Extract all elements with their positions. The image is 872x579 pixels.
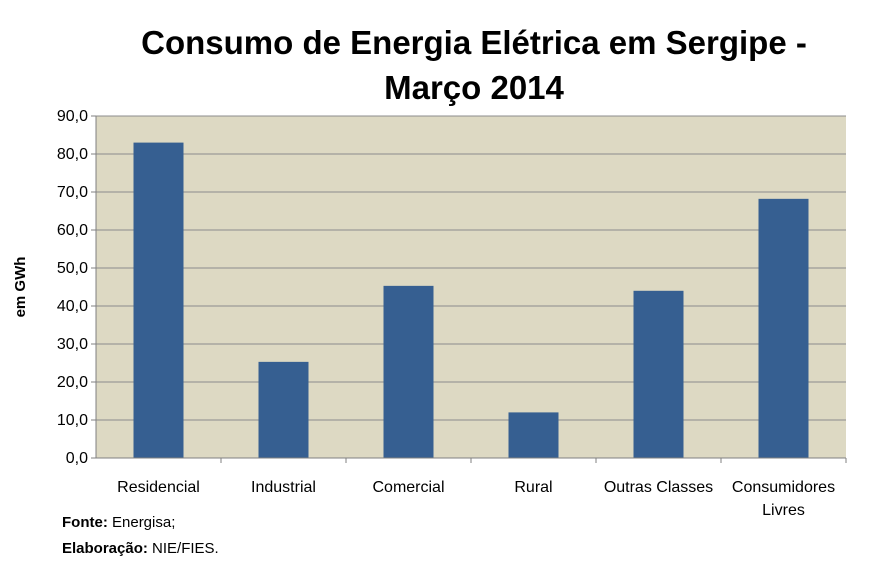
gridlines: [96, 115, 846, 421]
y-tick-label: 90,0: [57, 108, 88, 125]
y-tick-label: 10,0: [57, 412, 88, 429]
chart-title-line-2: Março 2014: [384, 69, 564, 106]
x-category-label: Consumidores: [732, 479, 835, 496]
source-label: Fonte:: [62, 514, 108, 531]
elaboration-value: NIE/FIES.: [152, 540, 219, 557]
x-category-label: Industrial: [251, 479, 316, 496]
x-category-label: Livres: [762, 502, 805, 519]
chart-title-line-1: Consumo de Energia Elétrica em Sergipe -: [141, 24, 807, 61]
y-tick-label: 20,0: [57, 374, 88, 391]
bar-outras-classes: [633, 290, 684, 458]
bars: [133, 142, 809, 458]
elaboration-note: Elaboração: NIE/FIES.: [62, 540, 219, 557]
bar-rural: [508, 412, 559, 458]
x-category-label: Rural: [514, 479, 552, 496]
source-note: Fonte: Energisa;: [62, 514, 175, 531]
x-category-label: Residencial: [117, 479, 200, 496]
x-category-label: Comercial: [372, 479, 444, 496]
x-category-label: Outras Classes: [604, 479, 713, 496]
bar-residencial: [133, 142, 184, 458]
y-tick-label: 30,0: [57, 336, 88, 353]
bar-industrial: [258, 361, 309, 458]
y-tick-label: 80,0: [57, 146, 88, 163]
y-tick-label: 50,0: [57, 260, 88, 277]
bar-consumidores-livres: [758, 198, 809, 458]
plot-area: [96, 116, 846, 458]
y-tick-label: 70,0: [57, 184, 88, 201]
y-tick-labels: 0,0 10,0 20,0 30,0 40,0 50,0 60,0 70,0 80,0 90,0: [57, 108, 88, 467]
source-value: Energisa;: [112, 514, 176, 531]
elaboration-label: Elaboração:: [62, 540, 148, 557]
axes: [91, 115, 847, 463]
bar-comercial: [383, 285, 434, 458]
x-category-labels: Residencial Industrial Comercial Rural Outra…: [117, 479, 835, 519]
y-tick-label: 40,0: [57, 298, 88, 315]
y-tick-label: 60,0: [57, 222, 88, 239]
y-axis-label: em GWh: [12, 257, 29, 318]
y-tick-label: 0,0: [66, 450, 88, 467]
